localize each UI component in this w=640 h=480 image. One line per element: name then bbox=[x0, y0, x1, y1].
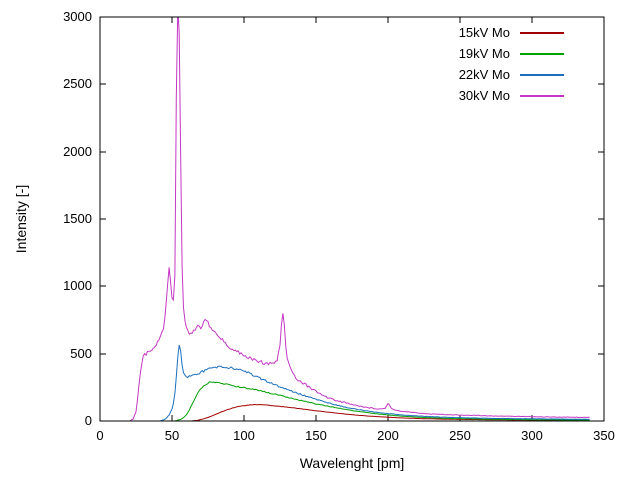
x-tick-label: 0 bbox=[96, 428, 103, 443]
plot-border bbox=[99, 16, 605, 422]
x-tick-label: 350 bbox=[593, 428, 615, 443]
y-tick-label: 1000 bbox=[63, 278, 92, 293]
series-line-22kv-mo bbox=[160, 344, 590, 421]
series-line-30kv-mo bbox=[129, 17, 590, 421]
legend-item: 22kV Mo bbox=[459, 64, 564, 85]
x-tick-label: 50 bbox=[165, 428, 179, 443]
y-tick-label: 0 bbox=[85, 413, 92, 428]
y-tick-label: 500 bbox=[70, 346, 92, 361]
x-tick-label: 200 bbox=[377, 428, 399, 443]
legend-item: 15kV Mo bbox=[459, 22, 564, 43]
legend-label: 30kV Mo bbox=[458, 88, 510, 103]
legend: 15kV Mo 19kV Mo 22kV Mo 30kV Mo bbox=[459, 22, 564, 106]
x-tick-label: 150 bbox=[305, 428, 327, 443]
legend-item: 30kV Mo bbox=[459, 85, 564, 106]
y-tick-label: 1500 bbox=[63, 211, 92, 226]
y-tick-label: 2000 bbox=[63, 144, 92, 159]
series-line-19kv-mo bbox=[174, 381, 590, 421]
legend-item: 19kV Mo bbox=[459, 43, 564, 64]
legend-label: 22kV Mo bbox=[458, 67, 510, 82]
x-tick-label: 300 bbox=[521, 428, 543, 443]
x-tick-label: 100 bbox=[233, 428, 255, 443]
x-axis-label: Wavelenght [pm] bbox=[299, 455, 405, 471]
legend-label: 19kV Mo bbox=[458, 46, 510, 61]
legend-label: 15kV Mo bbox=[458, 25, 510, 40]
y-tick-label: 2500 bbox=[63, 76, 92, 91]
legend-line-sample bbox=[520, 73, 564, 76]
x-tick-label: 250 bbox=[449, 428, 471, 443]
legend-line-sample bbox=[520, 52, 564, 55]
y-axis-label: Intensity [-] bbox=[13, 184, 29, 254]
legend-line-sample bbox=[520, 94, 564, 97]
y-tick-label: 3000 bbox=[63, 9, 92, 24]
legend-line-sample bbox=[520, 31, 564, 34]
